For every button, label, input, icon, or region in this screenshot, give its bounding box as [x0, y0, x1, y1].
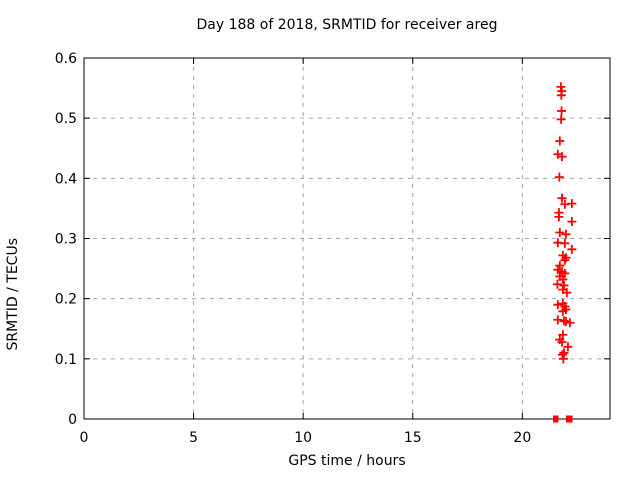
data-point-plus [553, 265, 563, 275]
y-tick-label: 0.1 [55, 352, 77, 368]
data-point-plus [554, 212, 564, 222]
y-tick-label: 0.4 [55, 171, 77, 187]
data-point-plus [560, 255, 570, 265]
zero-value-cluster [553, 415, 559, 423]
data-point-plus [555, 261, 565, 271]
y-tick-label: 0.6 [55, 51, 77, 67]
x-axis-label: GPS time / hours [288, 453, 406, 469]
x-tick-label: 20 [513, 430, 531, 446]
data-point-plus [554, 172, 564, 182]
data-point-plus [559, 280, 569, 290]
data-point-plus [560, 199, 570, 209]
y-tick-label: 0.5 [55, 111, 77, 127]
y-tick-label: 0.3 [55, 232, 77, 248]
data-point-plus [558, 274, 568, 284]
data-point-plus [557, 106, 567, 116]
x-tick-label: 15 [404, 430, 422, 446]
data-point-plus [555, 227, 565, 237]
data-point-plus [563, 342, 573, 352]
y-tick-label: 0.2 [55, 292, 77, 308]
data-point-plus [557, 193, 567, 203]
data-point-plus [555, 136, 565, 146]
data-point-plus [553, 300, 563, 310]
data-point-plus [562, 288, 572, 298]
y-axis-label-text: SRMTID / TECUs [5, 238, 21, 351]
data-point-plus [556, 114, 566, 124]
chart-title: Day 188 of 2018, SRMTID for receiver are… [196, 17, 498, 33]
data-point-plus [558, 354, 568, 364]
data-point-plus [561, 317, 571, 327]
x-tick-label: 0 [80, 430, 89, 446]
data-point-plus [558, 306, 568, 316]
data-point-plus [556, 90, 566, 100]
data-point-plus [557, 337, 567, 347]
data-point-plus [560, 268, 570, 278]
data-point-plus [567, 217, 577, 227]
data-point-plus [567, 244, 577, 254]
zero-value-cluster [565, 415, 573, 423]
data-point-plus [561, 229, 571, 239]
data-point-plus [557, 152, 567, 162]
x-tick-label: 5 [189, 430, 198, 446]
x-tick-label: 10 [294, 430, 312, 446]
data-point-plus [553, 315, 563, 325]
data-point-plus [560, 238, 570, 248]
data-point-plus [552, 279, 562, 289]
y-tick-label: 0 [68, 412, 77, 428]
data-point-plus [565, 318, 575, 328]
